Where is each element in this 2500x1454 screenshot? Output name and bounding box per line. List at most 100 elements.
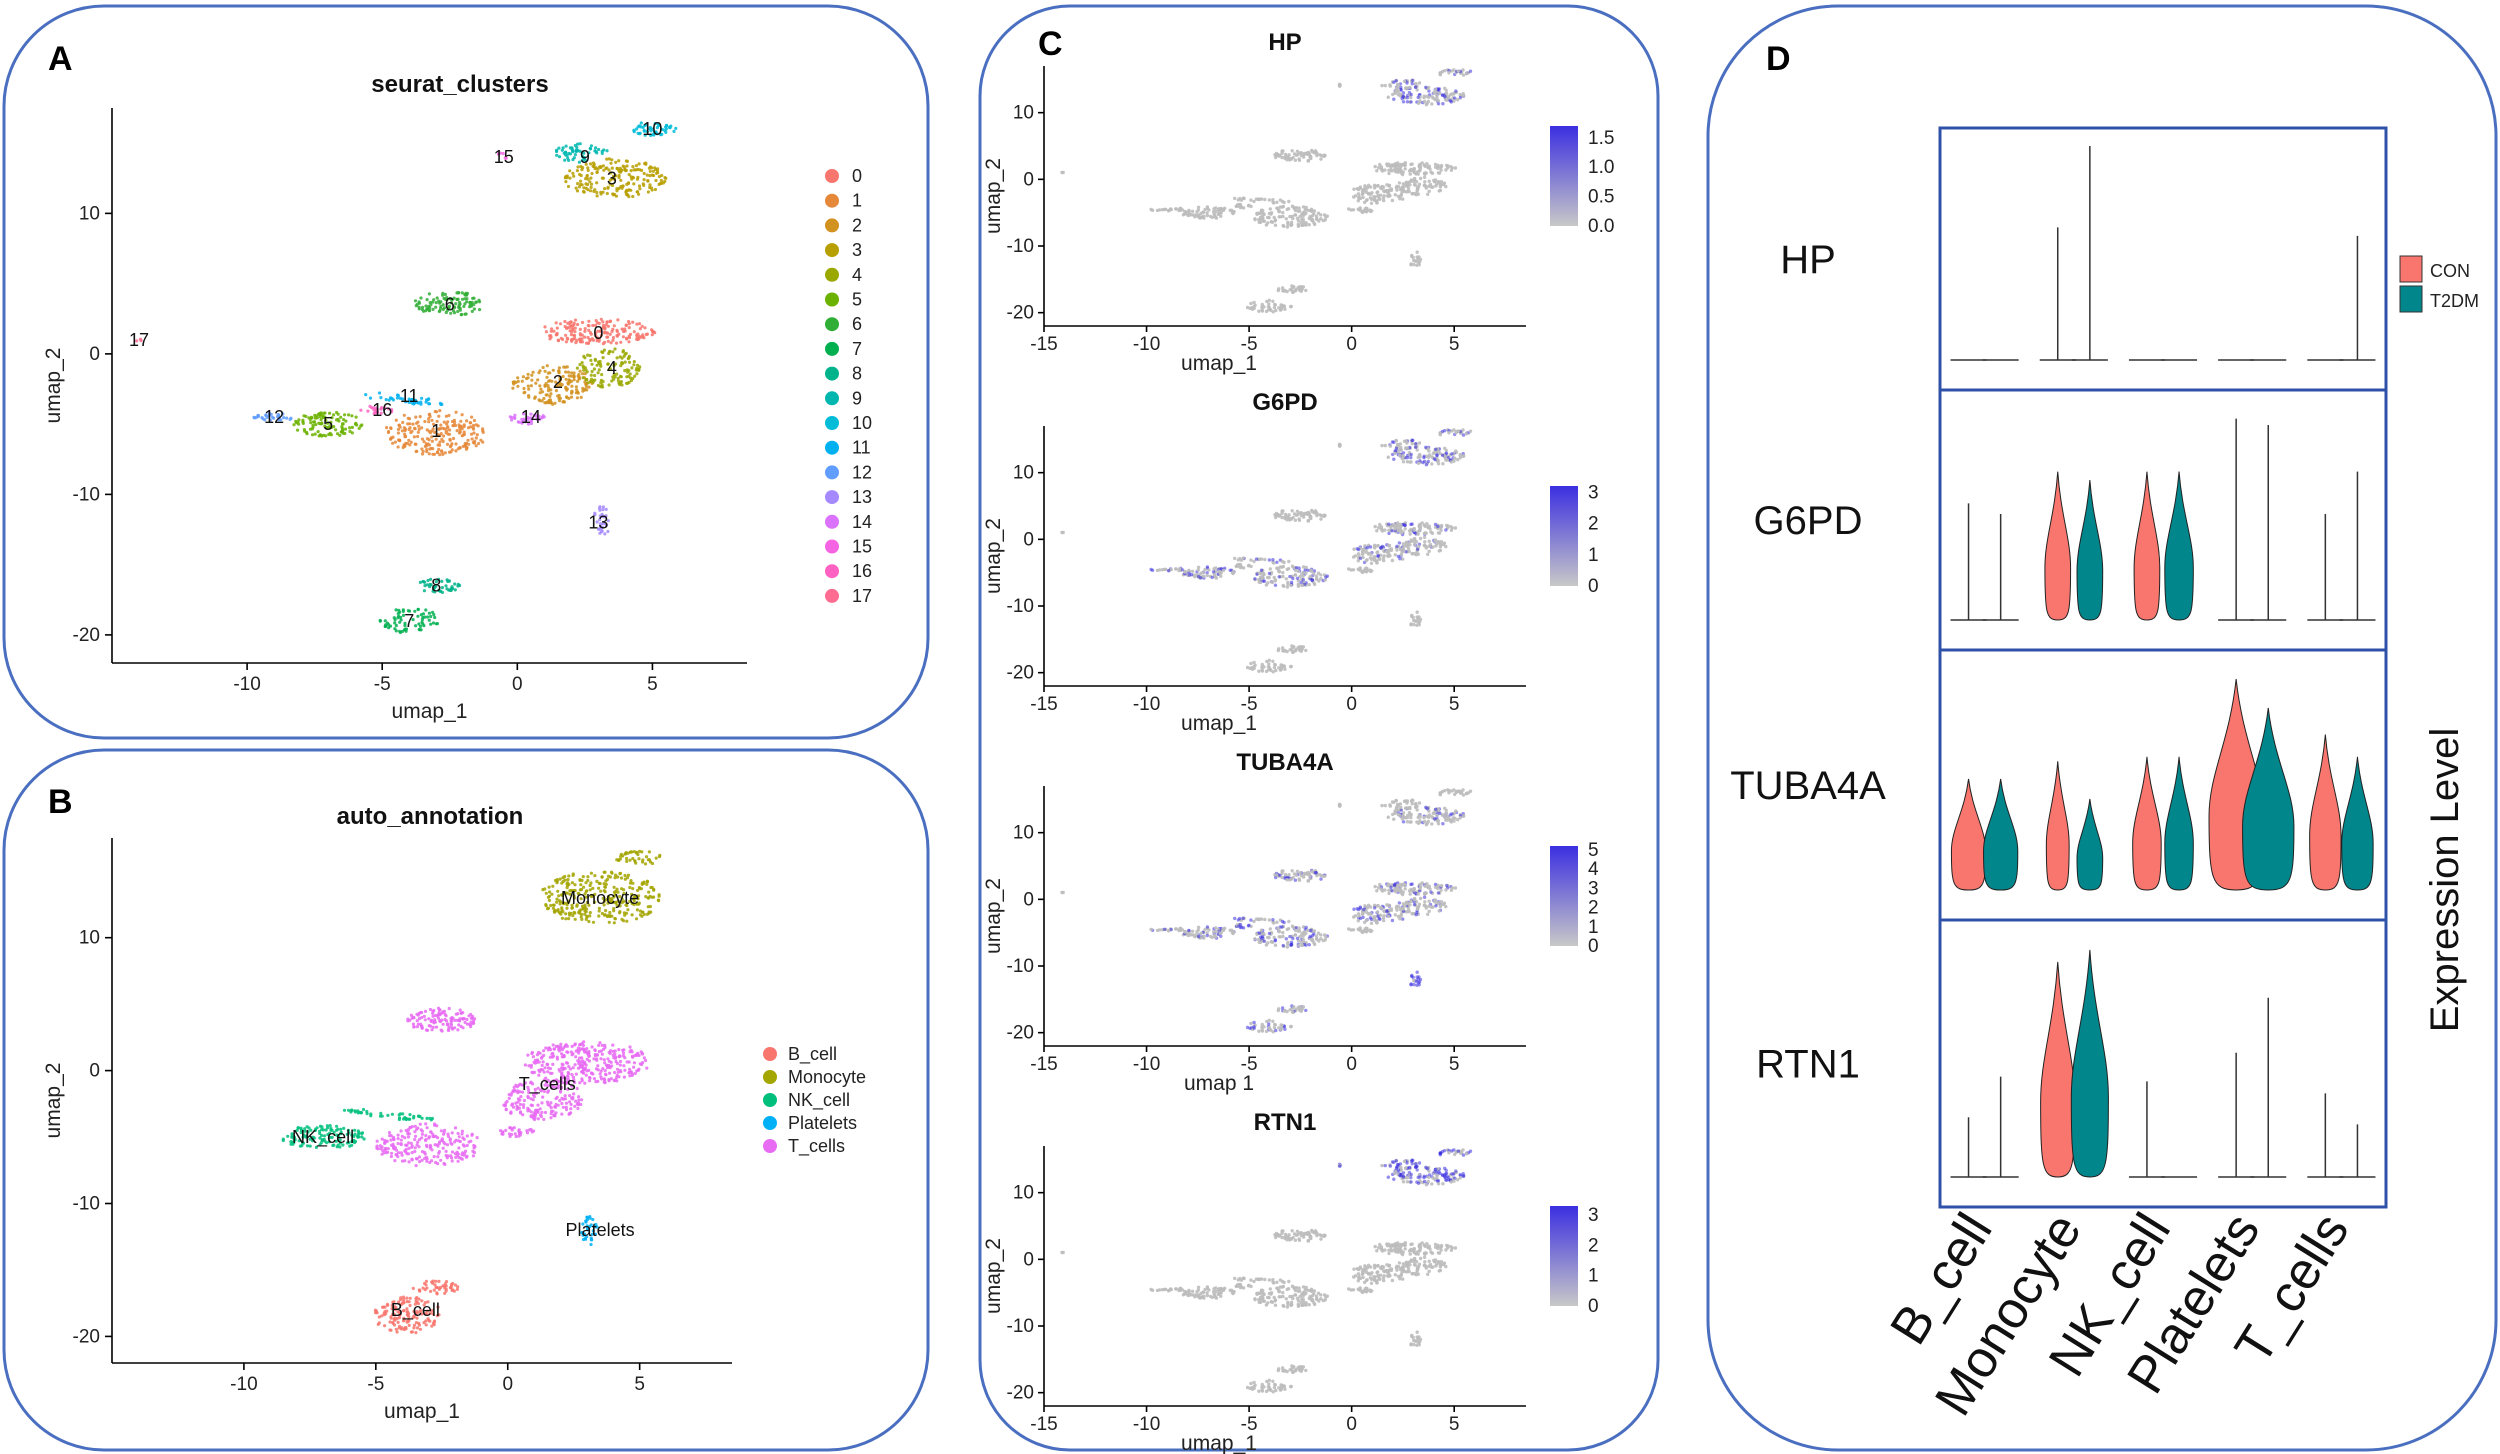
- cluster-point: [523, 390, 527, 394]
- cluster-point: [403, 621, 407, 626]
- cluster-point: [417, 301, 421, 305]
- annotation-point: [392, 1145, 396, 1149]
- cluster-point: [522, 386, 526, 391]
- cluster-point: [350, 425, 354, 429]
- annotation-point: [419, 1308, 423, 1312]
- feature-colorbar-HP: [1550, 126, 1578, 226]
- cluster-label-8: 8: [431, 576, 441, 596]
- annotation-Monocyte-points: [541, 849, 662, 925]
- annotation-point: [564, 1108, 569, 1112]
- cluster-point: [589, 162, 593, 166]
- cluster-point: [586, 177, 590, 181]
- cluster-point: [566, 382, 571, 386]
- annotation-point: [407, 1323, 411, 1327]
- annotation-point: [342, 1126, 346, 1130]
- feature-point: [1207, 568, 1211, 572]
- feature-point: [1412, 182, 1417, 187]
- panel-d-frame: [1706, 4, 2498, 1452]
- cluster-point: [546, 384, 550, 388]
- cluster-point: [612, 177, 616, 181]
- annotation-point: [455, 1287, 459, 1291]
- feature-point: [1444, 184, 1448, 189]
- cluster-point: [481, 429, 485, 433]
- annotation-point: [542, 1089, 547, 1093]
- cluster-point: [410, 401, 414, 405]
- cluster-point: [418, 580, 422, 585]
- feature-point: [1267, 298, 1272, 302]
- cluster-point: [527, 395, 531, 399]
- cluster-point: [572, 323, 576, 327]
- annotation-point: [417, 1321, 421, 1325]
- cluster-point: [327, 426, 331, 430]
- feature-point: [1376, 190, 1380, 194]
- cluster-point: [403, 432, 407, 436]
- cluster-point: [605, 320, 609, 324]
- cluster-point: [426, 442, 430, 446]
- annotation-point: [543, 1083, 547, 1087]
- feature-point: [1315, 577, 1319, 581]
- annotation-point: [522, 1103, 526, 1107]
- annotation-point: [437, 1286, 441, 1290]
- cluster-point: [597, 527, 602, 531]
- cluster-point: [632, 130, 636, 134]
- annotation-point: [590, 893, 594, 898]
- cluster-point: [625, 188, 629, 192]
- annotation-point: [417, 1155, 422, 1159]
- feature-point: [1259, 208, 1264, 212]
- 1|b-ylabel: umap_2: [42, 1063, 65, 1139]
- feature-point: [1436, 99, 1441, 103]
- 0|a-ytick-label: 10: [79, 203, 100, 224]
- feature-point: [1318, 513, 1322, 517]
- annotation-point: [541, 1068, 545, 1072]
- cluster-point: [588, 330, 593, 335]
- legend-label-4: 4: [852, 265, 862, 285]
- feature-point: [1444, 168, 1448, 172]
- cluster-point: [603, 340, 607, 344]
- annotation-point: [582, 1232, 587, 1236]
- cluster-point: [427, 292, 431, 296]
- annotation-point: [539, 1113, 543, 1117]
- feature-point: [1430, 102, 1434, 106]
- legend-label-11: 11: [852, 438, 871, 458]
- cluster-point: [602, 148, 606, 152]
- cluster-point: [645, 130, 649, 134]
- annotation-point: [345, 1141, 349, 1145]
- feature-point: [1396, 163, 1400, 168]
- annotation-point: [301, 1141, 305, 1145]
- feature-point: [1260, 302, 1265, 307]
- cluster-point: [330, 416, 334, 420]
- annotation-point: [408, 1113, 412, 1117]
- cluster-point: [416, 430, 420, 434]
- cluster-point: [292, 423, 296, 427]
- annotation-point: [402, 1316, 406, 1320]
- cluster-point: [656, 122, 660, 126]
- cluster-point: [575, 145, 579, 150]
- feature-point: [1285, 518, 1289, 522]
- annotation-point: [544, 904, 548, 908]
- cluster-17-points: [135, 337, 143, 343]
- feature-point: [1257, 309, 1261, 313]
- cluster-label-14: 14: [521, 407, 541, 427]
- annotation-point: [338, 1141, 342, 1145]
- annotation-point: [587, 919, 591, 924]
- cluster-point: [443, 292, 447, 297]
- annotation-point: [573, 917, 577, 921]
- annotation-point: [591, 1217, 595, 1222]
- feature-point: [1444, 528, 1448, 532]
- annotation-point: [504, 1128, 508, 1132]
- annotation-point: [424, 1323, 428, 1327]
- annotation-point: [400, 1153, 404, 1157]
- feature-point: [1407, 549, 1411, 554]
- feature-point: [1280, 515, 1284, 520]
- cluster-point: [577, 373, 581, 377]
- feature-point: [1439, 168, 1443, 172]
- cluster-point: [619, 178, 623, 182]
- cluster-point: [334, 428, 338, 432]
- feature-point: [1387, 528, 1391, 532]
- annotation-point: [595, 879, 599, 884]
- feature-point: [1375, 200, 1379, 205]
- annotation-point: [517, 1083, 521, 1087]
- feature-point: [1277, 666, 1281, 670]
- 0|a-ytick-label: -20: [73, 625, 100, 646]
- cluster-point: [588, 354, 592, 358]
